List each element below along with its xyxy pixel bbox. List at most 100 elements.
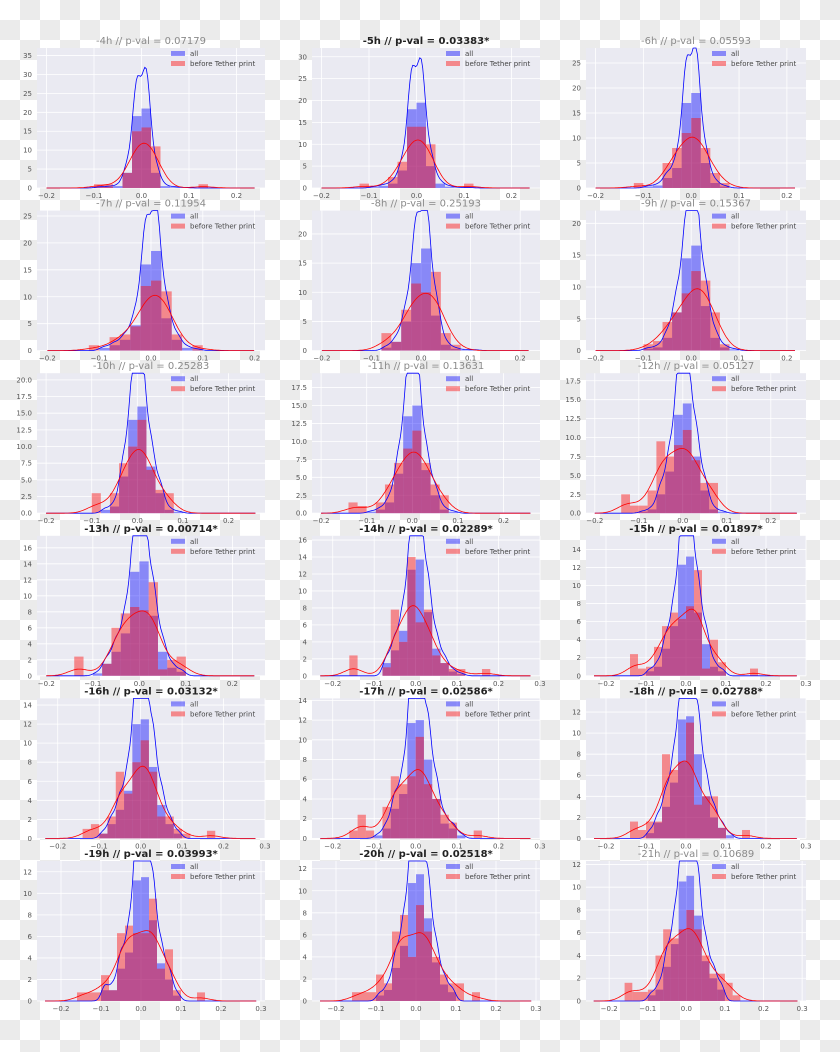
histogram-bar-before — [155, 489, 165, 514]
kde-curve-before — [320, 932, 532, 1002]
x-tick-label: −0.2 — [587, 192, 604, 200]
y-tick-label: 7.5 — [21, 460, 32, 468]
histogram-bar-all — [411, 263, 422, 351]
x-tick-label: 0.0 — [411, 192, 422, 200]
histogram-bar-before — [710, 312, 720, 351]
y-tick-label: 12 — [298, 865, 307, 873]
y-tick-label: 10.0 — [565, 434, 581, 442]
histogram-bar-all — [388, 183, 398, 188]
histogram-bar-all — [430, 495, 440, 514]
histogram-bar-all — [670, 944, 679, 1001]
y-tick-label: 8 — [577, 751, 581, 759]
y-tick-label: 25 — [23, 90, 32, 98]
subplot-panel: −0.2 −0.1 0.0 0.1 0.2 0.3 0 2 4 6 8 10 12 14 all before… — [23, 686, 270, 850]
histogram-bar-all — [165, 979, 173, 1001]
histogram-bar-all — [710, 337, 720, 351]
histogram-bar-all — [718, 511, 727, 514]
histogram-bar-all — [662, 337, 673, 351]
histogram-bar-all — [391, 341, 402, 351]
y-tick-label: 4 — [303, 795, 308, 803]
y-tick-label: 20.0 — [16, 376, 32, 384]
histogram-bar-all — [390, 650, 400, 676]
legend-swatch-all — [712, 538, 726, 544]
legend-label-before: before Tether print — [731, 710, 796, 718]
histogram-bar-all — [119, 339, 131, 351]
histogram-bar-before — [670, 938, 679, 1001]
y-tick-label: 10 — [23, 147, 32, 155]
x-tick-label: 0.0 — [145, 355, 156, 363]
kde-curve-before — [594, 447, 797, 514]
y-tick-label: 17.5 — [16, 393, 32, 401]
subplot-title: -11h // p-val = 0.13631 — [368, 361, 484, 372]
histogram-bar-before — [141, 933, 149, 1001]
y-tick-label: 10 — [298, 736, 307, 744]
histogram-bar-before — [656, 441, 666, 514]
histogram-bar-before — [390, 776, 400, 839]
histogram-bar-before — [654, 821, 662, 839]
legend-label-all: all — [465, 213, 473, 221]
legend-label-before: before Tether print — [731, 60, 796, 68]
histogram-bar-all — [394, 473, 404, 514]
legend-label-before: before Tether print — [190, 873, 255, 881]
histogram-bar-before — [109, 493, 120, 514]
histogram-bar-all — [397, 170, 407, 188]
x-tick-label: −0.1 — [368, 1005, 385, 1013]
histogram-bar-before — [198, 184, 208, 188]
histogram-bar-before — [439, 495, 449, 514]
histogram-bar-all — [109, 345, 120, 351]
y-tick-label: 12 — [572, 564, 581, 572]
histogram-bar-all — [700, 163, 711, 188]
histogram-bar-all — [457, 674, 466, 676]
histogram-bar-before — [415, 736, 424, 839]
kde-curve-before — [45, 765, 256, 839]
histogram-bar-before — [381, 333, 392, 351]
y-tick-label: 0 — [577, 347, 581, 355]
histogram-bar-before — [416, 126, 426, 188]
histogram-bar-before — [390, 609, 400, 676]
y-tick-label: 2 — [577, 975, 581, 983]
histogram-bar-before — [139, 610, 149, 676]
x-tick-label: −0.2 — [324, 680, 341, 688]
histogram-bar-all — [151, 250, 162, 351]
y-tick-label: 12.5 — [565, 415, 581, 423]
histogram-bar-before — [691, 271, 701, 351]
histogram-bar-all — [384, 502, 395, 514]
histogram-bar-before — [109, 990, 117, 1001]
x-tick-label: 0.0 — [415, 355, 426, 363]
histogram-bar-all — [109, 506, 120, 514]
x-tick-label: 0.3 — [800, 680, 811, 688]
y-tick-label: 15.0 — [16, 410, 32, 418]
histogram-bar-all — [164, 509, 174, 514]
legend-swatch-before — [171, 386, 185, 392]
histogram-bar-before — [403, 448, 413, 514]
y-tick-label: 12 — [298, 570, 307, 578]
y-tick-label: 17.5 — [565, 377, 581, 385]
histogram-bar-before — [663, 929, 671, 1001]
kde-curve-all — [594, 698, 797, 839]
kde-curve-before — [46, 142, 255, 189]
kde-curve-all — [320, 698, 531, 839]
histogram-bar-all — [99, 833, 108, 839]
histogram-bar-before — [691, 460, 701, 514]
histogram-bar-before — [384, 983, 392, 1001]
histogram-bar-all — [92, 673, 103, 676]
histogram-bar-before — [686, 722, 694, 839]
x-tick-label: 0.1 — [733, 355, 744, 363]
y-tick-label: 25 — [23, 212, 32, 220]
histogram-bar-all — [122, 172, 132, 188]
y-tick-label: 15 — [572, 252, 581, 260]
histogram-bar-before — [700, 148, 711, 188]
histogram-bar-before — [394, 462, 404, 514]
histogram-bar-before — [655, 955, 664, 1001]
histogram-bar-all — [103, 186, 113, 188]
histogram-bar-before — [416, 905, 424, 1001]
x-tick-label: 0.2 — [781, 192, 792, 200]
kde-curve-before — [321, 451, 531, 514]
legend-swatch-all — [171, 538, 185, 544]
x-tick-label: −0.2 — [598, 842, 615, 850]
y-tick-label: 10 — [23, 592, 32, 600]
subplot-panel: −0.2 −0.1 0.0 0.1 0.2 0.3 0 2 4 6 8 10 12 all before T… — [298, 849, 541, 1013]
y-tick-label: 10 — [572, 730, 581, 738]
axes-background — [312, 861, 540, 1001]
histogram-bar-before — [686, 606, 694, 676]
